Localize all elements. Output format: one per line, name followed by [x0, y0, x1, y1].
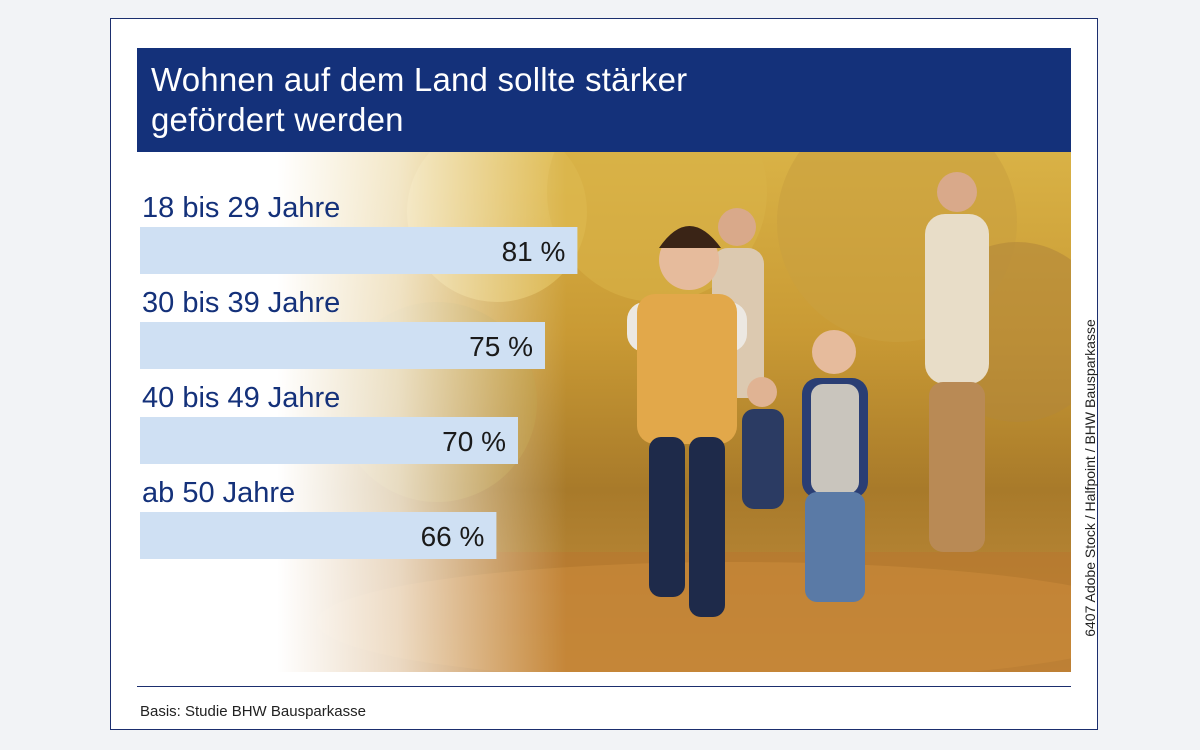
value-label: 66 %: [421, 521, 485, 552]
title-bar: Wohnen auf dem Land sollte stärker geför…: [137, 48, 1071, 152]
source-note: Basis: Studie BHW Bausparkasse: [140, 703, 366, 720]
image-credit: 6407 Adobe Stock / Halfpoint / BHW Bausp…: [1082, 319, 1098, 637]
value-label: 70 %: [442, 426, 506, 457]
value-label: 75 %: [469, 331, 533, 362]
category-label: 18 bis 29 Jahre: [142, 192, 340, 224]
category-label: ab 50 Jahre: [142, 477, 295, 509]
category-label: 30 bis 39 Jahre: [142, 287, 340, 319]
bar: [140, 227, 578, 274]
title-line-2: gefördert werden: [151, 101, 404, 138]
bar: [140, 417, 518, 464]
bar: [140, 512, 497, 559]
value-label: 81 %: [502, 236, 566, 267]
bar: [140, 322, 545, 369]
footer-divider: [137, 686, 1071, 687]
title-line-1: Wohnen auf dem Land sollte stärker: [151, 61, 688, 98]
category-label: 40 bis 49 Jahre: [142, 382, 340, 414]
